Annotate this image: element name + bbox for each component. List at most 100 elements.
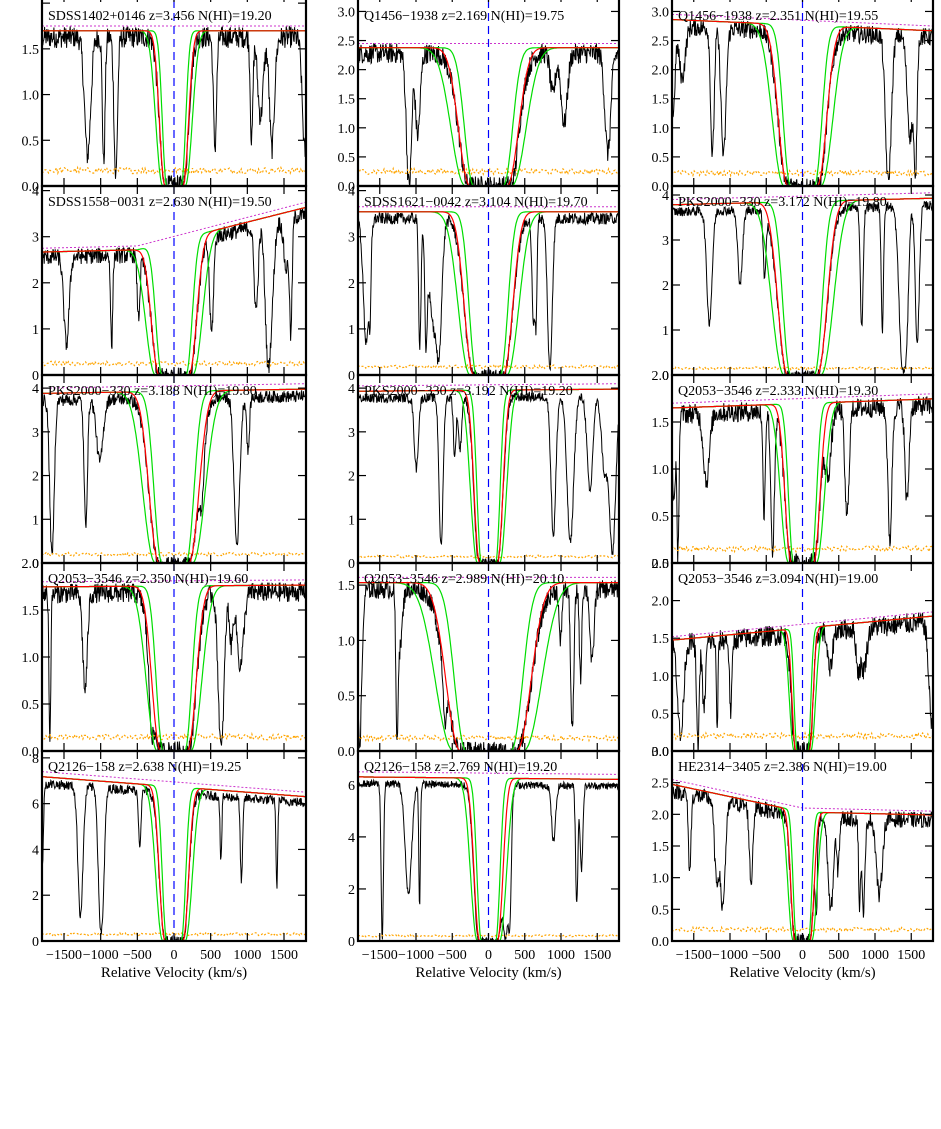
panel-label: Q2053−3546 z=2.350 N(HI)=19.60 [48,572,248,587]
y-tick-label: 0 [32,557,39,572]
fit-best [672,398,933,563]
y-tick-label: 2.5 [652,35,670,50]
plot-area [42,0,306,186]
y-tick-label: 1.0 [652,670,670,685]
x-tick-label: −1500 [46,948,82,963]
y-tick-label: 4 [32,382,39,397]
x-axis-label: Relative Velocity (km/s) [729,965,875,981]
error-spectrum [672,925,933,934]
error-spectrum [42,165,306,176]
x-tick-label: −1000 [83,948,119,963]
x-tick-label: −1000 [398,948,434,963]
y-tick-label: 4 [662,189,669,204]
continuum-line [358,771,619,775]
plot-area [358,751,619,941]
fit-best [672,615,933,751]
y-tick-label: 2.5 [652,557,670,572]
flux-spectrum [42,778,306,941]
panel-3: 0.0 0.5 1.0 1.5 2.0 2.5 3.0 Q1456−1938 z=2.351 … [652,0,935,195]
plot-area [358,375,619,563]
panel-label: Q2126−158 z=2.769 N(HI)=19.20 [364,760,557,775]
y-tick-label: 0 [348,557,355,572]
plot-area [358,0,619,186]
y-tick-label: 3 [662,234,669,249]
y-tick-label: 1.5 [22,604,40,619]
panel-label: SDSS1621−0042 z=3.104 N(HI)=19.70 [364,195,588,210]
y-tick-label: 0 [348,935,355,950]
y-tick-label: 1.0 [652,122,670,137]
plot-area [42,186,306,375]
x-tick-label: 0 [799,948,806,963]
x-tick-label: 1500 [270,948,298,963]
fit-best [358,776,619,941]
y-tick-label: 3.0 [338,5,356,20]
y-tick-label: 3 [348,231,355,246]
y-tick-label: 1.5 [22,43,40,58]
x-tick-label: 500 [828,948,849,963]
x-tick-label: 500 [200,948,221,963]
panel-label: Q2053−3546 z=3.094 N(HI)=19.00 [678,572,878,587]
y-tick-label: 2 [348,277,355,292]
flux-spectrum [42,582,306,751]
y-tick-label: 2.0 [652,64,670,79]
error-spectrum [358,554,619,559]
y-tick-label: 1.5 [652,416,670,431]
x-tick-label: −1500 [676,948,712,963]
y-tick-label: 3.0 [652,745,670,760]
panel-label: PKS2000−330 z=3.192 N(HI)=19.20 [364,384,573,399]
panel-8: 0 1 2 3 4 PKS2000−330 z=3.192 N(HI)=19.20 [348,373,621,572]
y-tick-label: 0 [32,369,39,384]
y-tick-label: 1.0 [22,89,40,104]
x-tick-label: 1500 [897,948,925,963]
fit-best [42,584,306,751]
error-spectrum [42,931,306,937]
x-tick-label: −500 [752,948,781,963]
panel-label: PKS2000−330 z=3.188 N(HI)=19.80 [48,384,257,399]
y-tick-label: 1.5 [338,93,356,108]
panel-label: Q2053−3546 z=2.989 N(HI)=20.10 [364,572,564,587]
panel-9: 0.0 0.5 1.0 1.5 2.0 Q2053−3546 z=2.333 N(HI)=… [652,369,935,572]
y-tick-label: 0.0 [22,180,40,195]
panel-1: 0.0 0.5 1.0 1.5 SDSS1402+0146 z=3.456 N(HI)=… [22,0,308,195]
x-tick-label: 1000 [547,948,575,963]
panel-5: 0 1 2 3 4 SDSS1621−0042 z=3.104 N(HI)=19.70 [348,185,621,384]
fit-best [672,783,933,941]
error-spectrum [672,168,933,178]
panel-14: 0 2 4 6 −1500 −1000 −500 0 500 1000 1500 Q2126−158 … [348,749,621,981]
x-tick-label: 0 [485,948,492,963]
panel-label: HE2314−3405 z=2.386 N(HI)=19.00 [678,760,887,775]
y-tick-label: 1 [348,513,355,528]
y-tick-label: 0.5 [652,510,670,525]
y-tick-label: 0.5 [652,707,670,722]
fit-upper-bound [358,581,619,751]
y-tick-label: 0.0 [338,745,356,760]
fit-best [42,776,306,941]
y-tick-label: 1 [348,323,355,338]
fit-best [42,206,306,375]
y-tick-label: 4 [348,831,355,846]
continuum-line [358,383,619,387]
y-tick-label: 2.5 [652,777,670,792]
panel-label: Q1456−1938 z=2.169 N(HI)=19.75 [364,9,564,24]
error-spectrum [42,359,306,368]
y-tick-label: 0.0 [652,557,670,572]
x-tick-label: 0 [171,948,178,963]
continuum-line [672,13,933,27]
x-tick-label: −500 [123,948,152,963]
x-axis-label: Relative Velocity (km/s) [415,965,561,981]
continuum-line [672,192,933,200]
fit-best [42,30,306,186]
y-tick-label: 1.5 [652,632,670,647]
y-tick-label: 4 [348,382,355,397]
plot-area [672,375,933,563]
fit-best [672,18,933,186]
y-tick-label: 4 [32,185,39,200]
y-tick-label: 2.0 [652,595,670,610]
continuum-line [672,393,933,404]
y-tick-label: 3 [348,426,355,441]
y-tick-label: 2.0 [652,808,670,823]
y-tick-label: 1.5 [652,93,670,108]
x-tick-label: 1500 [583,948,611,963]
y-tick-label: 1.0 [338,122,356,137]
panel-7: 0 1 2 3 4 PKS2000−330 z=3.188 N(HI)=19.80 [32,373,308,572]
